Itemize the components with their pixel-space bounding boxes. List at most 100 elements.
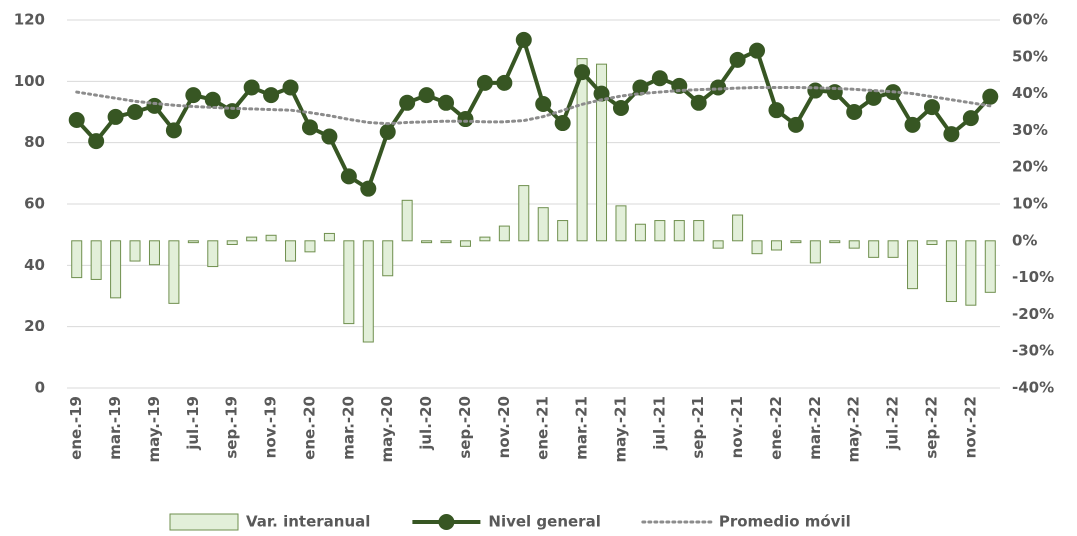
bar	[226, 240, 238, 245]
legend-item: Promedio móvil	[641, 513, 851, 531]
marker	[457, 111, 474, 128]
marker	[690, 94, 707, 111]
marker	[321, 128, 338, 145]
marker	[476, 74, 493, 91]
y-tick-label: 100	[14, 72, 45, 90]
bar	[887, 240, 899, 258]
marker	[729, 51, 746, 68]
bar	[634, 223, 646, 242]
bar	[187, 240, 199, 244]
bar	[421, 240, 433, 244]
bar	[90, 240, 102, 280]
y-tick-label: 120	[14, 11, 45, 29]
marker	[204, 91, 221, 108]
y2-tick-label: 60%	[1012, 11, 1048, 29]
bar	[673, 220, 685, 242]
bar	[809, 240, 821, 264]
bar	[965, 240, 977, 306]
x-tick-label: nov.-20	[495, 396, 513, 458]
marker	[438, 94, 455, 111]
bar	[537, 207, 549, 242]
x-tick-label: sep.-19	[223, 396, 241, 459]
bar	[304, 240, 316, 253]
x-tick-label: jul.-20	[417, 396, 435, 451]
y2-tick-label: -30%	[1012, 342, 1054, 360]
x-tick-label: may.-22	[845, 396, 863, 463]
y2-tick-label: 0%	[1012, 231, 1037, 249]
bar	[459, 240, 471, 247]
marker	[846, 104, 863, 120]
marker	[749, 42, 766, 59]
bar	[984, 240, 996, 293]
bar	[323, 232, 335, 242]
x-tick-label: ene.-22	[767, 396, 785, 460]
line	[75, 85, 992, 126]
bar	[518, 185, 530, 242]
x-tick-label: may.-21	[611, 396, 629, 463]
x-tick-label: mar.-19	[106, 396, 124, 460]
bar	[732, 214, 744, 242]
marker	[982, 88, 999, 105]
legend-swatch	[169, 513, 239, 531]
y-tick-label: 40	[24, 256, 45, 274]
y2-tick-label: 50%	[1012, 47, 1048, 65]
x-tick-label: sep.-21	[689, 396, 707, 459]
bar	[693, 220, 705, 242]
marker	[360, 180, 377, 197]
bar	[479, 236, 491, 242]
x-tick-label: sep.-22	[922, 396, 940, 459]
marker	[165, 122, 182, 139]
y2-tick-label: -20%	[1012, 305, 1054, 323]
marker	[68, 111, 85, 128]
bar	[945, 240, 957, 303]
y2-tick-label: -40%	[1012, 379, 1054, 397]
x-tick-label: jul.-22	[884, 396, 902, 451]
marker	[535, 96, 552, 113]
x-tick-label: sep.-20	[456, 396, 474, 459]
legend-marker	[438, 514, 455, 530]
bar	[615, 205, 627, 242]
marker	[768, 102, 785, 119]
marker	[127, 104, 144, 120]
bar	[712, 240, 724, 249]
bar	[246, 236, 258, 242]
y2-tick-label: 30%	[1012, 121, 1048, 139]
x-tick-label: jul.-19	[184, 396, 202, 451]
x-tick-label: ene.-20	[300, 396, 318, 460]
legend-label: Nivel general	[488, 513, 600, 531]
marker	[301, 119, 318, 136]
x-tick-label: nov.-19	[262, 396, 280, 458]
marker	[612, 100, 629, 117]
marker	[107, 108, 124, 125]
marker	[496, 74, 513, 91]
x-tick-label: jul.-21	[650, 396, 668, 451]
bar	[129, 240, 141, 262]
marker	[651, 70, 668, 87]
marker	[340, 168, 357, 185]
y2-tick-label: 20%	[1012, 158, 1048, 176]
bar	[382, 240, 394, 277]
x-tick-label: nov.-22	[961, 396, 979, 458]
marker	[88, 133, 105, 150]
marker	[632, 79, 649, 96]
bar	[110, 240, 122, 299]
y2-tick-label: -10%	[1012, 268, 1054, 286]
legend-label: Var. interanual	[246, 513, 370, 531]
y-tick-label: 20	[24, 317, 45, 335]
marker	[224, 103, 241, 120]
marker	[904, 116, 921, 133]
bar	[265, 234, 277, 242]
bar	[71, 240, 83, 279]
marker	[574, 64, 591, 81]
x-tick-label: mar.-21	[573, 396, 591, 460]
legend-label: Promedio móvil	[719, 513, 851, 531]
bar	[207, 240, 219, 268]
x-tick-label: may.-19	[145, 396, 163, 463]
marker	[865, 89, 882, 106]
bar	[285, 240, 297, 262]
marker	[515, 31, 532, 48]
marker	[282, 79, 299, 96]
bar	[362, 240, 374, 343]
bar	[868, 240, 880, 258]
